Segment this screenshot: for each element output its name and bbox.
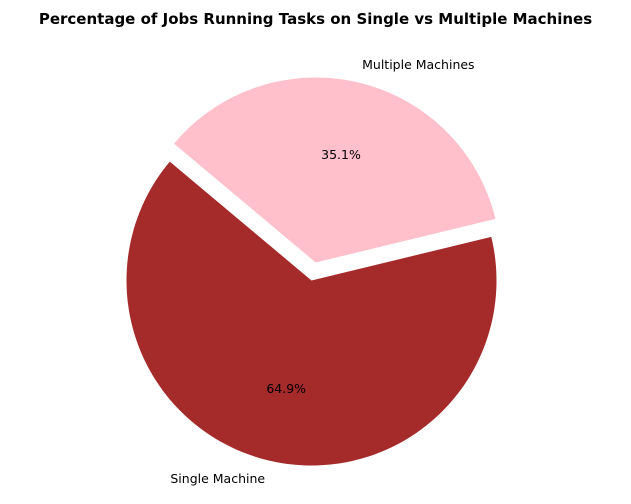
- pie-slice-multiple-machines: [173, 77, 496, 263]
- pie-slices: [126, 77, 497, 466]
- pie-pct-label-1: 35.1%: [321, 147, 361, 162]
- pie-slice-single-machine: [126, 161, 497, 466]
- pie-category-label-1: Multiple Machines: [362, 57, 474, 72]
- pie-pct-label-0: 64.9%: [266, 381, 306, 396]
- chart-title: Percentage of Jobs Running Tasks on Sing…: [39, 10, 592, 28]
- pie-category-label-0: Single Machine: [170, 471, 265, 486]
- pie-labels: 64.9% Single Machine 35.1% Multiple Machine…: [170, 57, 474, 486]
